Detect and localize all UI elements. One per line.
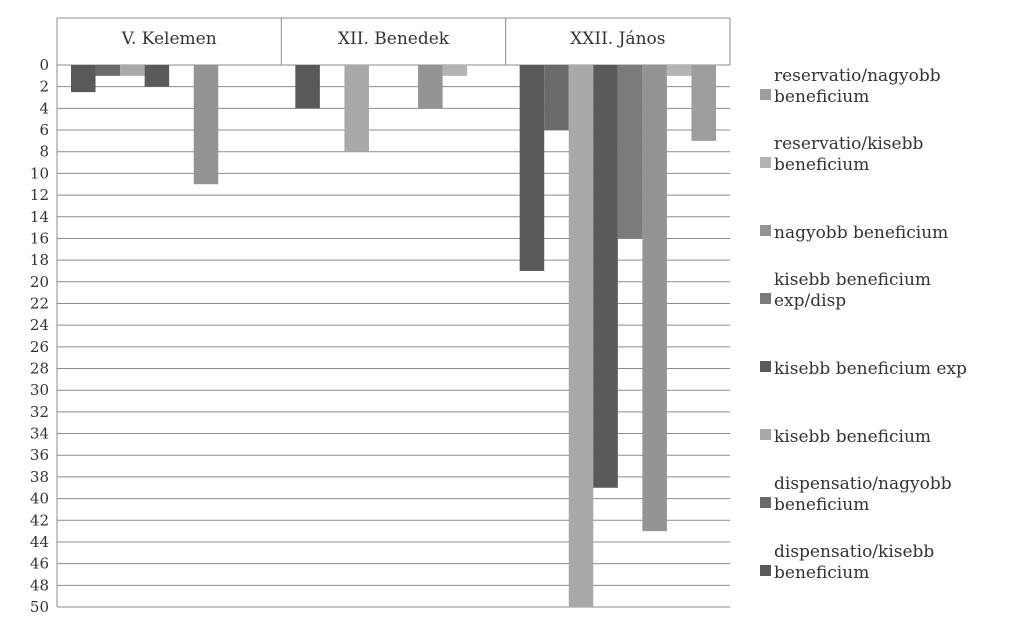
y-tick-label: 4 xyxy=(39,99,49,117)
legend-entry: dispensatio/nagyobb beneficium xyxy=(760,452,1020,520)
y-tick-label: 2 xyxy=(39,78,49,96)
bar xyxy=(418,65,443,109)
y-tick-label: 10 xyxy=(30,164,49,182)
bar xyxy=(519,65,545,271)
bar xyxy=(568,65,594,607)
legend-label: dispensatio/nagyobb beneficium xyxy=(774,474,952,515)
y-tick-label: 34 xyxy=(30,425,49,443)
bar xyxy=(95,65,121,76)
bar xyxy=(691,65,716,141)
bar xyxy=(442,65,468,76)
bar xyxy=(544,65,569,131)
y-tick-label: 26 xyxy=(30,338,49,356)
legend-label: reservatio/kisebb beneficium xyxy=(774,134,924,175)
bar xyxy=(666,65,692,76)
y-tick-label: 50 xyxy=(30,598,49,616)
y-tick-label: 18 xyxy=(30,251,49,269)
legend-swatch xyxy=(760,225,771,236)
y-tick-label: 46 xyxy=(30,555,49,573)
y-tick-label: 16 xyxy=(30,229,49,247)
category-label: V. Kelemen xyxy=(121,29,217,49)
bar xyxy=(642,65,667,532)
bar xyxy=(120,65,145,76)
bar xyxy=(71,65,96,93)
legend-swatch xyxy=(760,89,771,100)
bar xyxy=(344,65,369,152)
y-tick-label: 8 xyxy=(39,143,49,161)
y-tick-label: 42 xyxy=(30,511,49,529)
legend-swatch xyxy=(760,429,771,440)
y-tick-label: 28 xyxy=(30,360,49,378)
legend-entry: reservatio/kisebb beneficium xyxy=(760,112,1020,180)
y-tick-label: 36 xyxy=(30,446,49,464)
y-tick-label: 20 xyxy=(30,273,49,291)
y-tick-label: 30 xyxy=(30,381,49,399)
y-tick-label: 12 xyxy=(30,186,49,204)
legend-swatch xyxy=(760,497,771,508)
legend-label: kisebb beneficium exp xyxy=(774,359,967,379)
y-tick-label: 32 xyxy=(30,403,49,421)
legend-entry: reservatio/nagyobb beneficium xyxy=(760,44,1020,112)
bar xyxy=(593,65,618,488)
legend-label: kisebb beneficium xyxy=(774,427,932,447)
y-tick-label: 24 xyxy=(30,316,49,334)
legend-entry: kisebb beneficium exp xyxy=(760,316,1020,384)
bar xyxy=(193,65,219,185)
legend-label: reservatio/nagyobb beneficium xyxy=(774,66,941,107)
bar xyxy=(144,65,170,87)
bar xyxy=(617,65,643,239)
y-tick-label: 22 xyxy=(30,294,49,312)
legend-swatch xyxy=(760,361,771,372)
legend-entry: nagyobb beneficium xyxy=(760,180,1020,248)
legend-entry: kisebb beneficium xyxy=(760,384,1020,452)
y-tick-label: 14 xyxy=(30,208,49,226)
y-tick-label: 48 xyxy=(30,576,49,594)
y-tick-label: 40 xyxy=(30,490,49,508)
y-tick-label: 38 xyxy=(30,468,49,486)
y-tick-label: 44 xyxy=(30,533,49,551)
category-label: XXII. János xyxy=(570,29,665,49)
legend-entry: dispensatio/kisebb beneficium xyxy=(760,520,1020,588)
legend-label: dispensatio/kisebb beneficium xyxy=(774,542,935,583)
legend-swatch xyxy=(760,565,771,576)
legend-swatch xyxy=(760,157,771,168)
legend-swatch xyxy=(760,293,771,304)
y-tick-label: 0 xyxy=(39,56,49,74)
category-label: XII. Benedek xyxy=(338,29,450,49)
y-tick-label: 6 xyxy=(39,121,49,139)
chart-legend: reservatio/nagyobb beneficium reservatio/… xyxy=(760,44,1020,588)
legend-label: nagyobb beneficium xyxy=(774,223,949,243)
legend-label: kisebb beneficium exp/disp xyxy=(774,270,932,311)
legend-entry: kisebb beneficium exp/disp xyxy=(760,248,1020,316)
bar xyxy=(295,65,320,109)
